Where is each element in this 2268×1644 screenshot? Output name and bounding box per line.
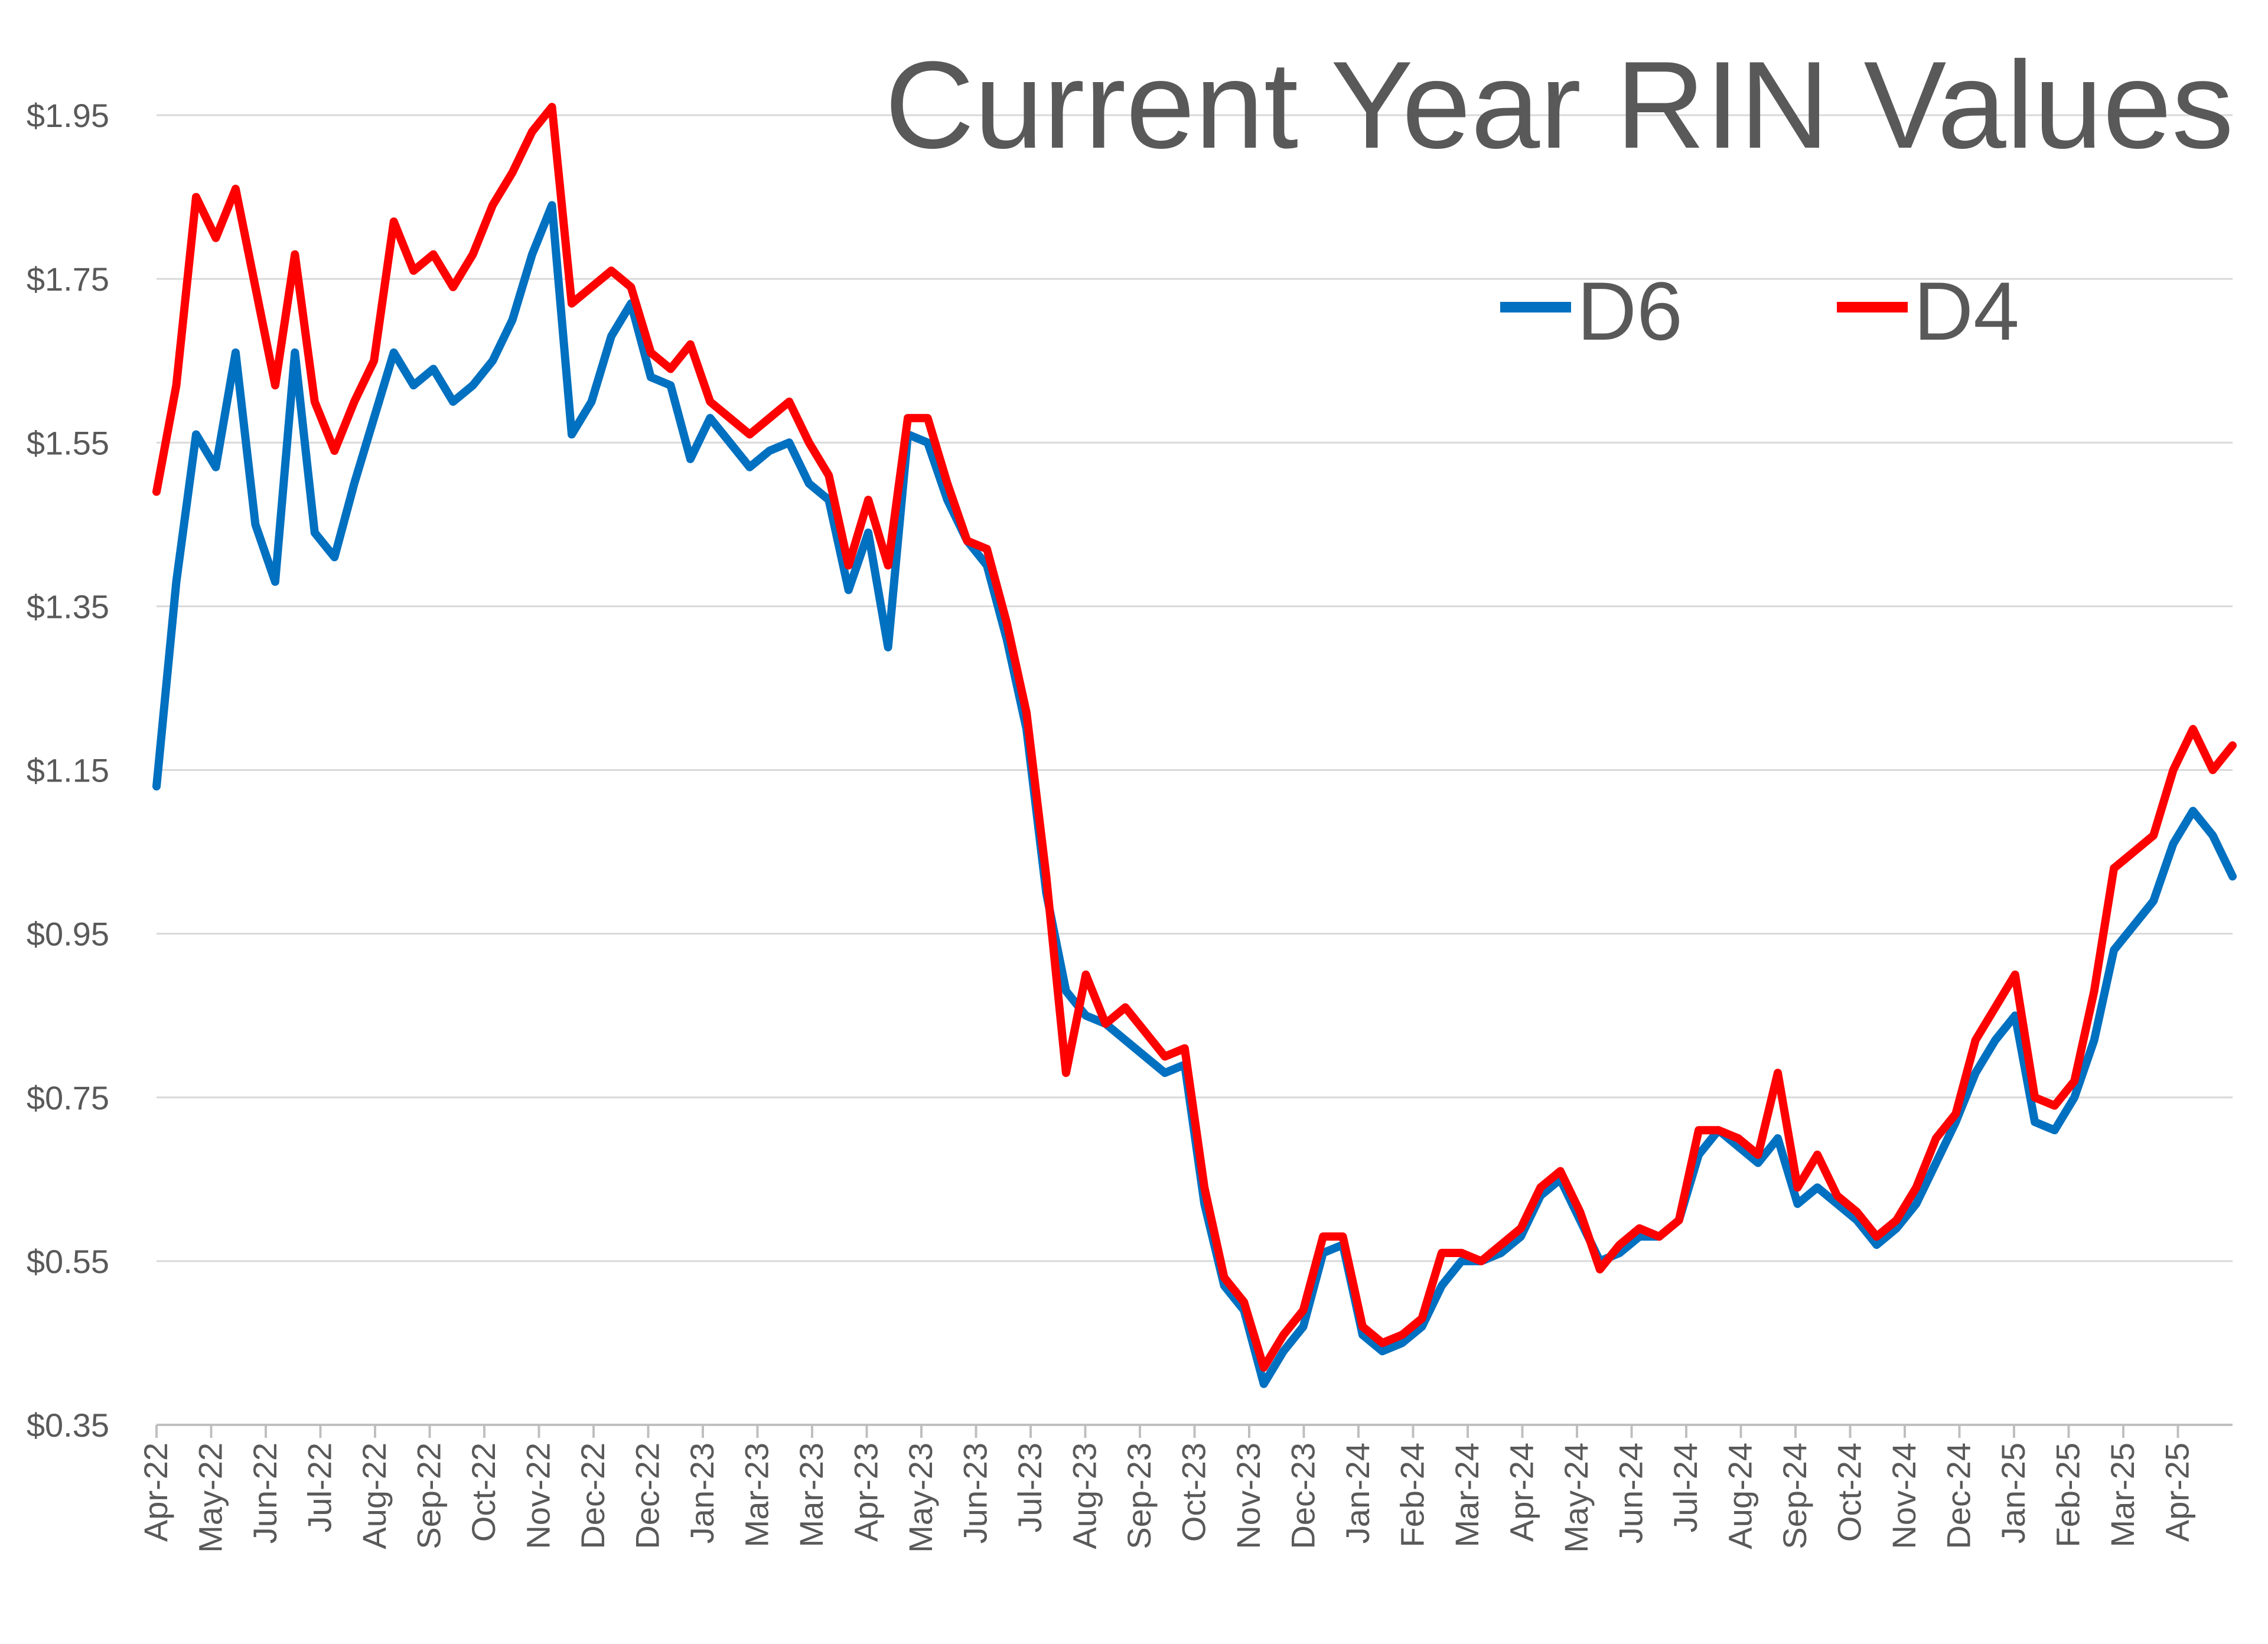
gridlines [157,114,2233,1262]
x-tick-label: Dec-24 [1940,1443,1977,1549]
y-axis-labels: $0.35 $0.55 $0.75 $0.95 $1.15 $1.35 $1.55 $1.75… [27,97,109,1444]
y-tick-label: $1.95 [27,97,109,134]
x-tick-label: Mar-23 [793,1443,830,1547]
x-tick-label: Dec-22 [629,1443,666,1549]
x-tick-label: Jul-22 [301,1443,338,1533]
x-tick-label: Aug-23 [1066,1443,1103,1549]
x-tick-label: Apr-22 [137,1443,174,1542]
series-layer [152,103,2237,1388]
x-tick-label: Sep-24 [1776,1443,1813,1549]
x-tick-label: Feb-24 [1394,1443,1431,1547]
x-tick-label: Feb-25 [2049,1443,2087,1547]
legend-d4-label: D4 [1914,265,2019,357]
series-line-d4 [152,103,2237,1372]
x-axis: Apr-22 May-22 Jun-22 Jul-22 Aug-22 Sep-22 Oct-… [137,1424,2233,1553]
legend-d6-label: D6 [1577,265,1683,357]
x-tick-label: Oct-22 [465,1443,502,1542]
x-tick-label: May-24 [1557,1443,1595,1553]
x-tick-label: Mar-24 [1448,1443,1485,1547]
y-tick-label: $1.75 [27,261,109,298]
x-tick-label: Apr-24 [1503,1443,1540,1542]
x-tick-label: Dec-22 [574,1443,611,1549]
y-tick-label: $0.35 [27,1407,109,1444]
y-tick-label: $1.55 [27,424,109,461]
x-tick-label: Mar-25 [2104,1443,2141,1547]
y-tick-label: $1.15 [27,752,109,789]
y-tick-label: $1.35 [27,588,109,625]
x-tick-label: Jun-23 [957,1443,994,1544]
x-tick-label: Mar-23 [738,1443,775,1547]
x-tick-label: Dec-23 [1285,1443,1322,1549]
x-tick-label: Aug-24 [1722,1443,1759,1549]
x-tick-label: Sep-22 [410,1443,448,1549]
x-tick-label: Nov-22 [520,1443,557,1549]
x-tick-label: Oct-23 [1175,1443,1213,1542]
legend: D6 D4 [1500,265,2019,357]
x-tick-label: Jan-25 [1995,1443,2032,1544]
x-tick-label: May-22 [192,1443,229,1553]
y-tick-label: $0.95 [27,916,109,953]
x-tick-label: Aug-22 [356,1443,393,1549]
x-tick-label: Jun-22 [246,1443,284,1544]
chart-title: Current Year RIN Values [885,35,2234,174]
x-tick-label: Sep-23 [1120,1443,1158,1549]
x-tick-label: Jan-24 [1339,1443,1376,1544]
x-tick-label: Jun-24 [1612,1443,1650,1544]
x-tick-label: Oct-24 [1831,1443,1868,1542]
x-tick-label: Jul-24 [1667,1443,1704,1533]
y-tick-label: $0.55 [27,1243,109,1280]
x-tick-label: Apr-25 [2159,1443,2196,1542]
x-tick-label: Jan-23 [683,1443,721,1544]
x-tick-label: Nov-24 [1885,1443,1922,1549]
x-tick-label: Nov-23 [1230,1443,1267,1549]
x-tick-label: Jul-23 [1011,1443,1048,1533]
x-tick-label: May-23 [902,1443,939,1553]
x-tick-label: Apr-23 [848,1443,885,1542]
y-tick-label: $0.75 [27,1079,109,1116]
